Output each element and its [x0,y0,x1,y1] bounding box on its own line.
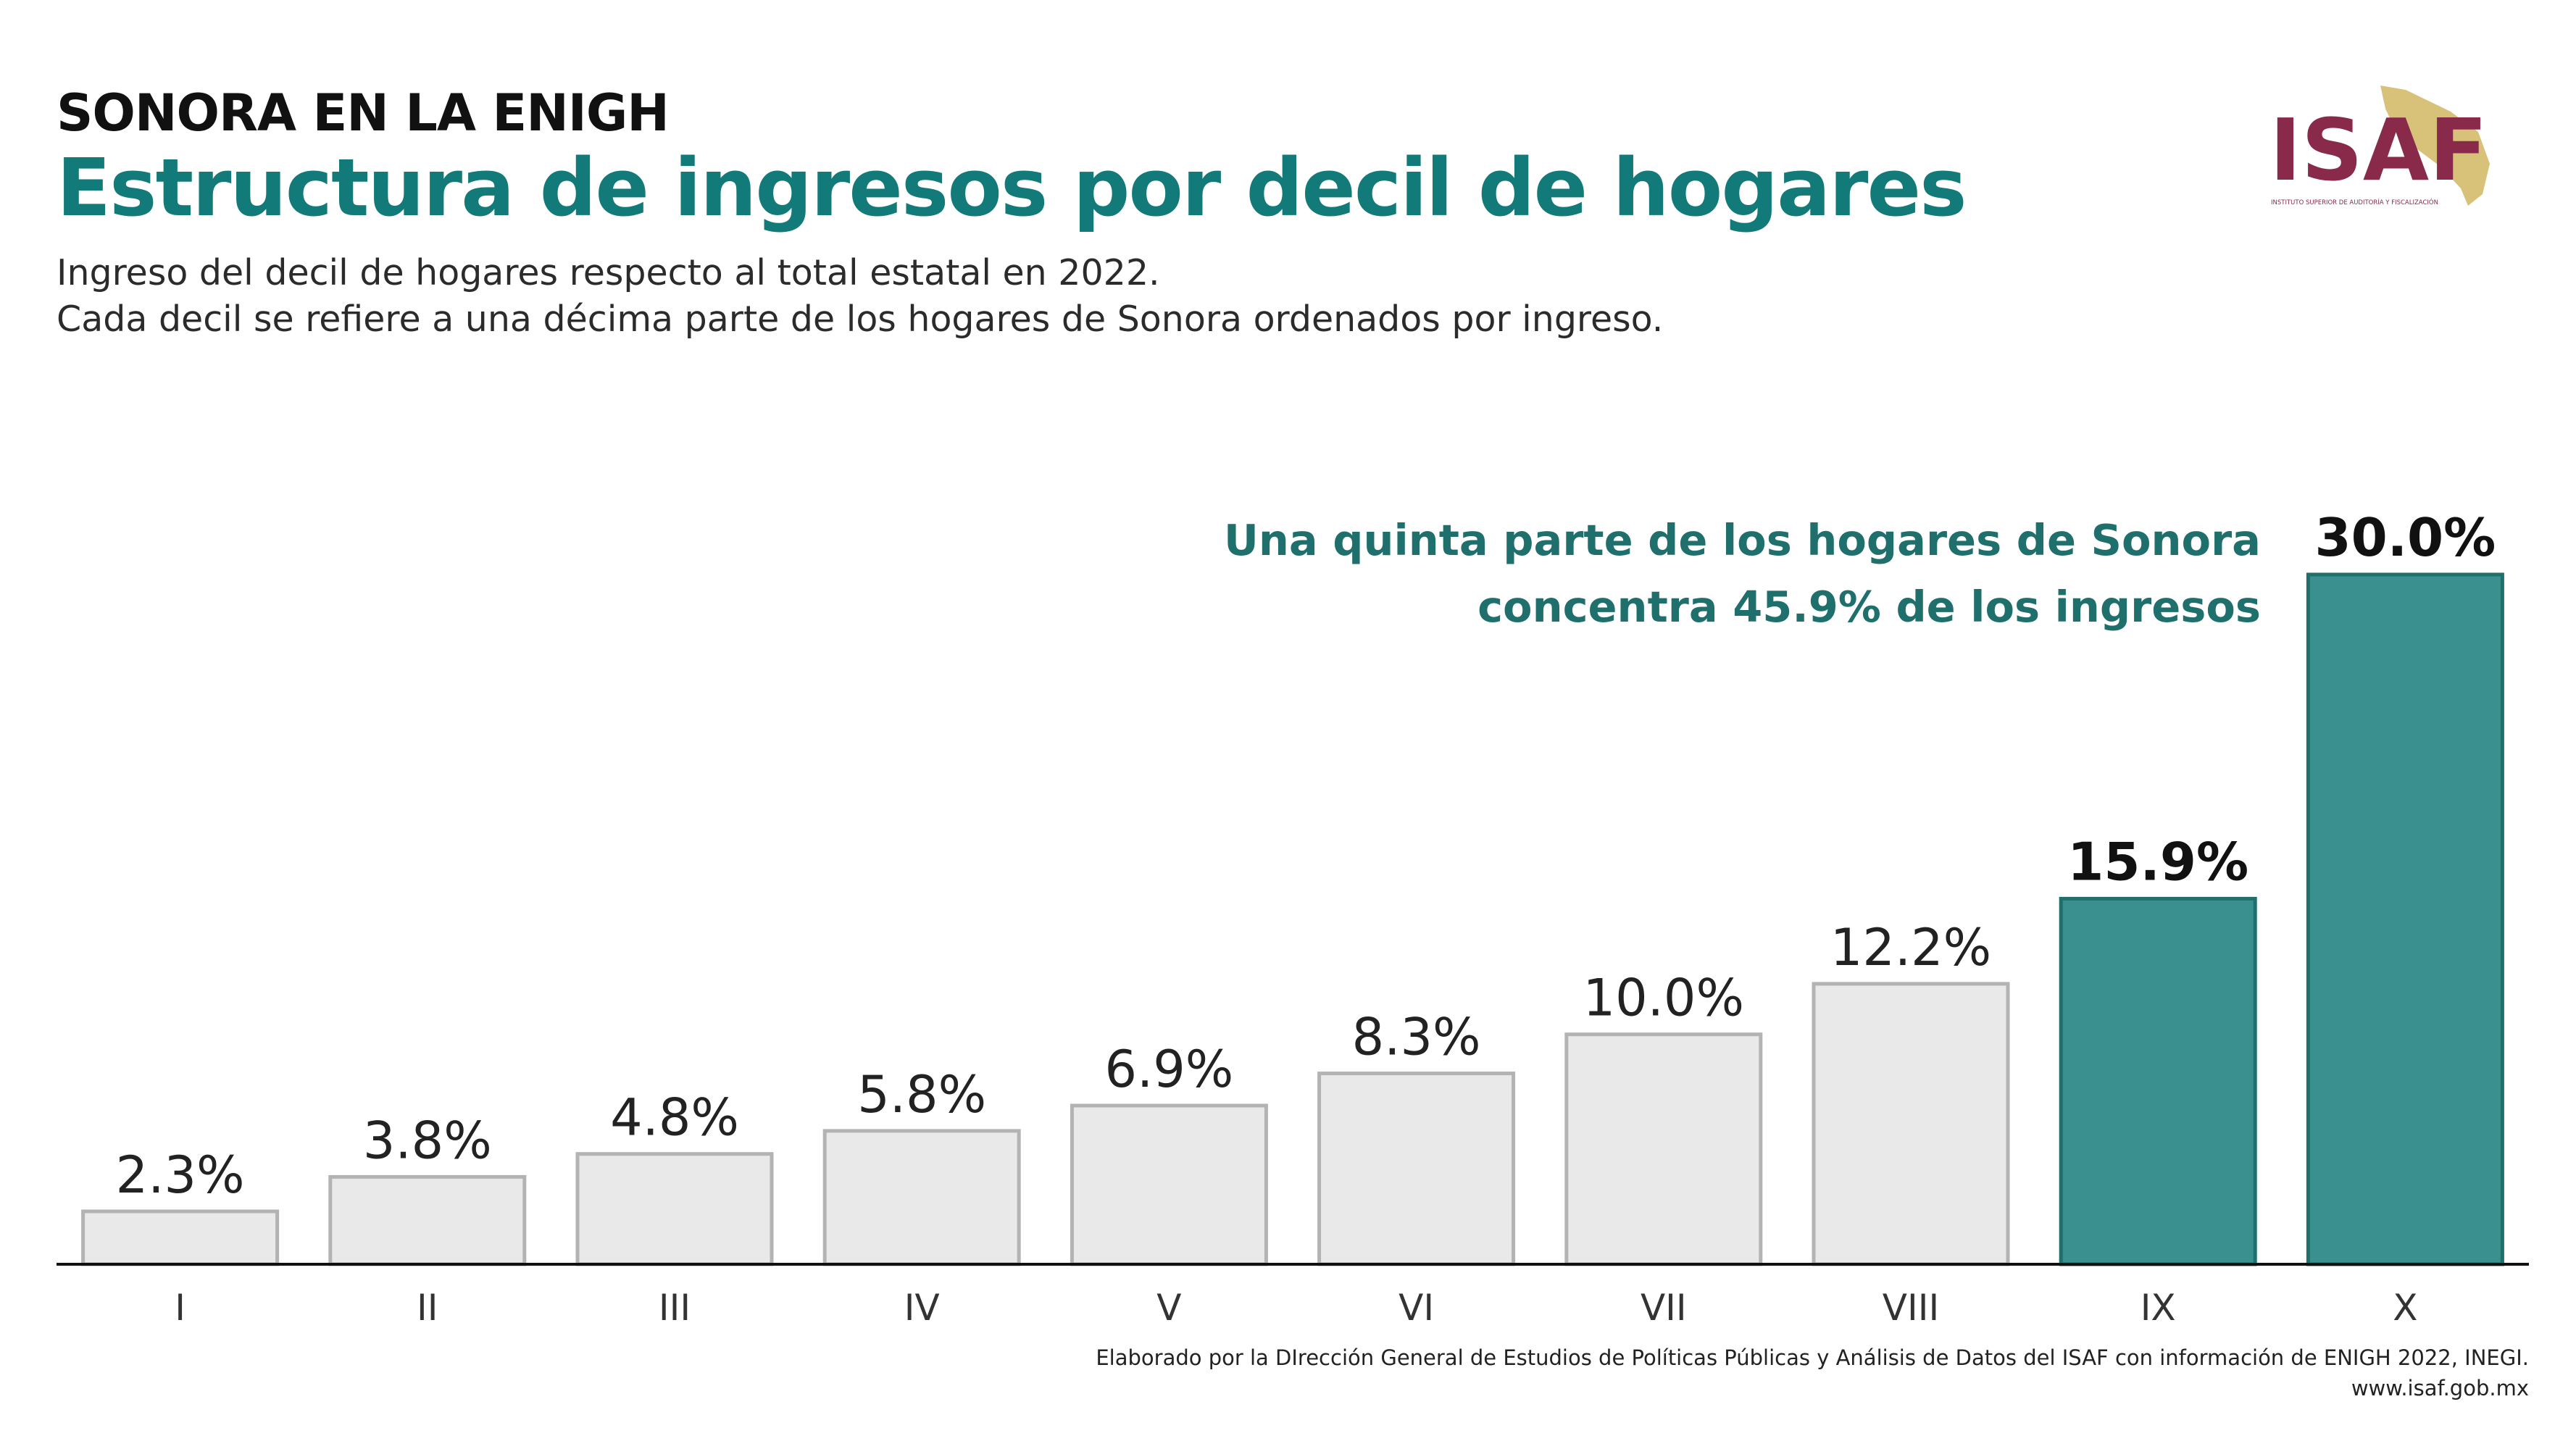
value-label-X: 30.0% [2315,507,2496,568]
kicker-label: SONORA EN LA ENIGH [57,83,670,143]
bar-chart: 2.3% I 3.8% II 4.8% III 5.8% IV 6.9% V 8.3% VI 10.0%… [57,507,2529,1329]
x-tick-VII: VII [1641,1287,1687,1329]
value-label-V: 6.9% [1104,1040,1233,1099]
chart-annotation: Una quinta parte de los hogares de Sonor… [1224,507,2261,640]
value-label-II: 3.8% [363,1111,492,1170]
bar-II [328,1174,527,1266]
subtitle-line-1: Ingreso del decil de hogares respecto al… [57,252,1160,293]
bar-I [81,1209,280,1266]
source-text: Elaborado por la DIrección General de Es… [1096,1345,2529,1370]
bar-VIII [1812,982,2010,1266]
x-tick-IX: IX [2141,1287,2176,1329]
chart-subtitle: Ingreso del decil de hogares respecto al… [57,250,1663,343]
bar-IX [2059,896,2257,1266]
x-tick-III: III [659,1287,691,1329]
website-link[interactable]: www.isaf.gob.mx [2351,1376,2529,1400]
logo-tagline: INSTITUTO SUPERIOR DE AUDITORÍA Y FISCAL… [2271,198,2438,206]
x-tick-X: X [2393,1287,2417,1329]
bar-X [2306,572,2504,1266]
annotation-line-2: concentra 45.9% de los ingresos [1477,582,2261,632]
value-label-VIII: 12.2% [1830,918,1991,977]
value-label-I: 2.3% [116,1145,245,1205]
isaf-logo: ISAF INSTITUTO SUPERIOR DE AUDITORÍA Y F… [2269,85,2490,206]
x-tick-VI: VI [1399,1287,1434,1329]
bar-III [575,1152,774,1266]
value-label-VII: 10.0% [1583,969,1744,1028]
bar-VII [1564,1032,1763,1266]
sonora-map-icon [2380,85,2490,206]
x-tick-IV: IV [904,1287,940,1329]
bar-V [1070,1103,1268,1266]
page-title: Estructura de ingresos por decil de hoga… [57,141,1967,234]
x-tick-V: V [1156,1287,1181,1329]
logo-wordmark: ISAF [2269,100,2488,200]
bar-IV [822,1129,1021,1266]
subtitle-line-2: Cada decil se refiere a una décima parte… [57,298,1664,340]
annotation-line-1: Una quinta parte de los hogares de Sonor… [1223,515,2261,565]
value-label-IV: 5.8% [857,1065,986,1124]
source-note: Elaborado por la DIrección General de Es… [1096,1342,2529,1403]
value-label-IX: 15.9% [2067,831,2248,892]
value-label-III: 4.8% [610,1088,739,1148]
bar-VI [1317,1072,1516,1266]
x-tick-I: I [175,1287,186,1329]
x-tick-II: II [417,1287,438,1329]
value-label-VI: 8.3% [1352,1008,1481,1067]
x-tick-VIII: VIII [1883,1287,1939,1329]
